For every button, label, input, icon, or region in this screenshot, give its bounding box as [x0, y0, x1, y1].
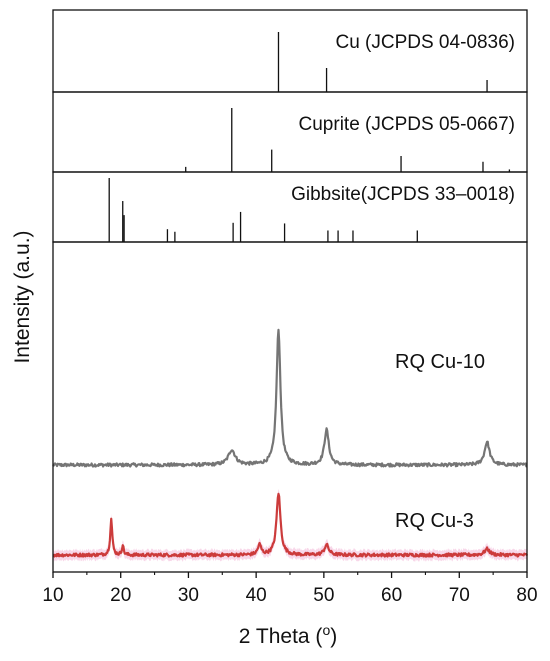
axis-ticks [52, 572, 528, 578]
reference-panel-label: Cuprite (JCPDS 05-0667) [299, 114, 515, 135]
reference-panel-label: Cu (JCPDS 04-0836) [335, 32, 515, 53]
x-tick-label: 80 [516, 585, 537, 606]
series-label: RQ Cu-10 [395, 351, 485, 373]
chart-labels: Cu (JCPDS 04-0836) Cuprite (JCPDS 05-0667… [42, 32, 537, 606]
x-axis-title: 2 Theta (o) [239, 622, 337, 648]
pattern-line-rq-cu-10 [52, 328, 528, 468]
pattern-line-rq-cu-3 [52, 492, 529, 558]
x-axis-title-unit: o [322, 622, 330, 638]
series-label: RQ Cu-3 [395, 510, 474, 532]
reference-stick-lines [108, 32, 511, 242]
chart-frames [52, 9, 528, 573]
pattern-curves [52, 328, 529, 558]
x-tick-label: 10 [42, 585, 63, 606]
reference-panel-label: Gibbsite(JCPDS 33–0018) [291, 184, 515, 205]
y-axis-title: Intensity (a.u.) [11, 230, 34, 363]
x-tick-label: 40 [246, 585, 267, 606]
x-tick-label: 50 [313, 585, 334, 606]
x-tick-label: 30 [178, 585, 199, 606]
x-tick-label: 20 [110, 585, 131, 606]
x-tick-label: 60 [381, 585, 402, 606]
x-tick-label: 70 [449, 585, 470, 606]
